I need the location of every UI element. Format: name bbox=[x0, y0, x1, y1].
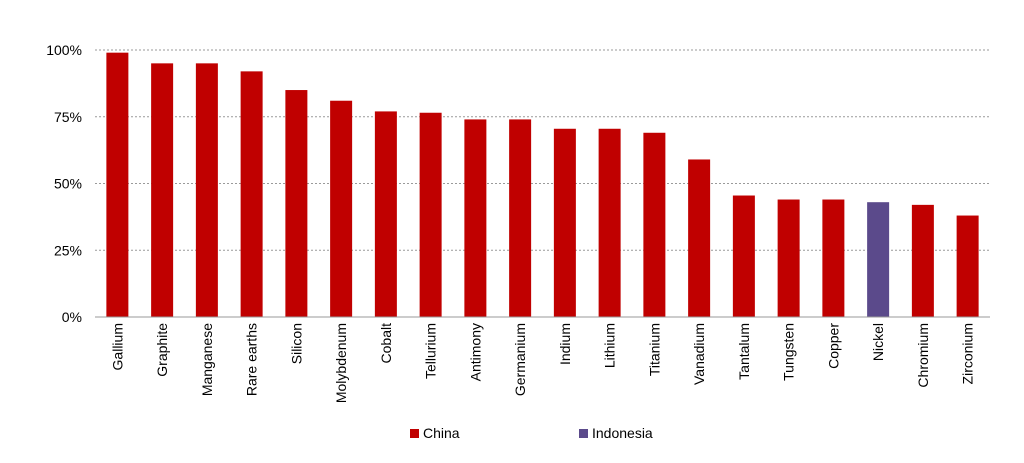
legend-swatch-china bbox=[410, 428, 419, 438]
x-tick-label: Titanium bbox=[646, 323, 662, 376]
bar-germanium bbox=[509, 119, 532, 317]
y-tick-label: 75% bbox=[54, 109, 82, 125]
bar-lithium bbox=[598, 128, 621, 317]
x-tick-label: Molybdenum bbox=[333, 323, 349, 403]
bar-tellurium bbox=[419, 112, 442, 318]
x-tick-label: Tungsten bbox=[781, 323, 797, 381]
y-tick-label: 50% bbox=[54, 176, 82, 192]
x-tick-label: Germanium bbox=[512, 323, 528, 396]
bar-graphite bbox=[151, 63, 174, 317]
bar-rare-earths bbox=[240, 71, 263, 317]
bar-copper bbox=[822, 199, 845, 317]
x-tick-label: Gallium bbox=[109, 323, 125, 370]
bar-chromium bbox=[911, 204, 934, 317]
x-tick-label: Vanadium bbox=[691, 323, 707, 385]
x-axis-labels: Gallium Graphite Manganese Rare earths Silic… bbox=[109, 323, 975, 403]
bar-cobalt bbox=[374, 111, 397, 317]
legend-label-china: China bbox=[423, 425, 460, 441]
legend-swatch-indonesia bbox=[579, 428, 588, 438]
legend-item-china: China bbox=[410, 425, 460, 441]
bar-tantalum bbox=[732, 195, 755, 317]
bars bbox=[106, 52, 979, 318]
x-tick-label: Nickel bbox=[870, 323, 886, 361]
bar-indium bbox=[553, 128, 576, 317]
bar-vanadium bbox=[688, 159, 711, 317]
x-tick-label: Chromium bbox=[915, 323, 931, 388]
gridlines bbox=[95, 49, 990, 251]
bar-nickel bbox=[867, 202, 890, 317]
x-tick-label: Graphite bbox=[154, 323, 170, 377]
x-tick-label: Cobalt bbox=[378, 323, 394, 364]
bar-manganese bbox=[195, 63, 218, 317]
x-tick-label: Indium bbox=[557, 323, 573, 365]
bar-titanium bbox=[643, 132, 666, 317]
bar-antimony bbox=[464, 119, 487, 317]
y-tick-label: 25% bbox=[54, 242, 82, 258]
legend: China Indonesia bbox=[0, 425, 1024, 449]
legend-label-indonesia: Indonesia bbox=[592, 425, 653, 441]
bar-gallium bbox=[106, 52, 129, 318]
legend-item-indonesia: Indonesia bbox=[579, 425, 653, 441]
x-tick-label: Zirconium bbox=[960, 323, 976, 384]
x-tick-label: Copper bbox=[825, 323, 841, 369]
x-tick-label: Silicon bbox=[288, 323, 304, 364]
bar-molybdenum bbox=[330, 100, 353, 317]
x-tick-label: Tellurium bbox=[423, 323, 439, 379]
bar-chart: 0% 25% 50% 75% 100% Gallium Graphite Manganese… bbox=[46, 42, 990, 403]
x-tick-label: Antimony bbox=[467, 323, 483, 381]
x-tick-label: Rare earths bbox=[244, 323, 260, 396]
bar-silicon bbox=[285, 90, 308, 317]
x-tick-label: Manganese bbox=[199, 323, 215, 396]
y-axis: 0% 25% 50% 75% 100% bbox=[46, 42, 82, 325]
bar-tungsten bbox=[777, 199, 800, 317]
y-tick-label: 0% bbox=[62, 309, 82, 325]
x-tick-label: Tantalum bbox=[736, 323, 752, 380]
bar-zirconium bbox=[956, 215, 979, 317]
x-tick-label: Lithium bbox=[602, 323, 618, 368]
y-tick-label: 100% bbox=[46, 42, 82, 58]
